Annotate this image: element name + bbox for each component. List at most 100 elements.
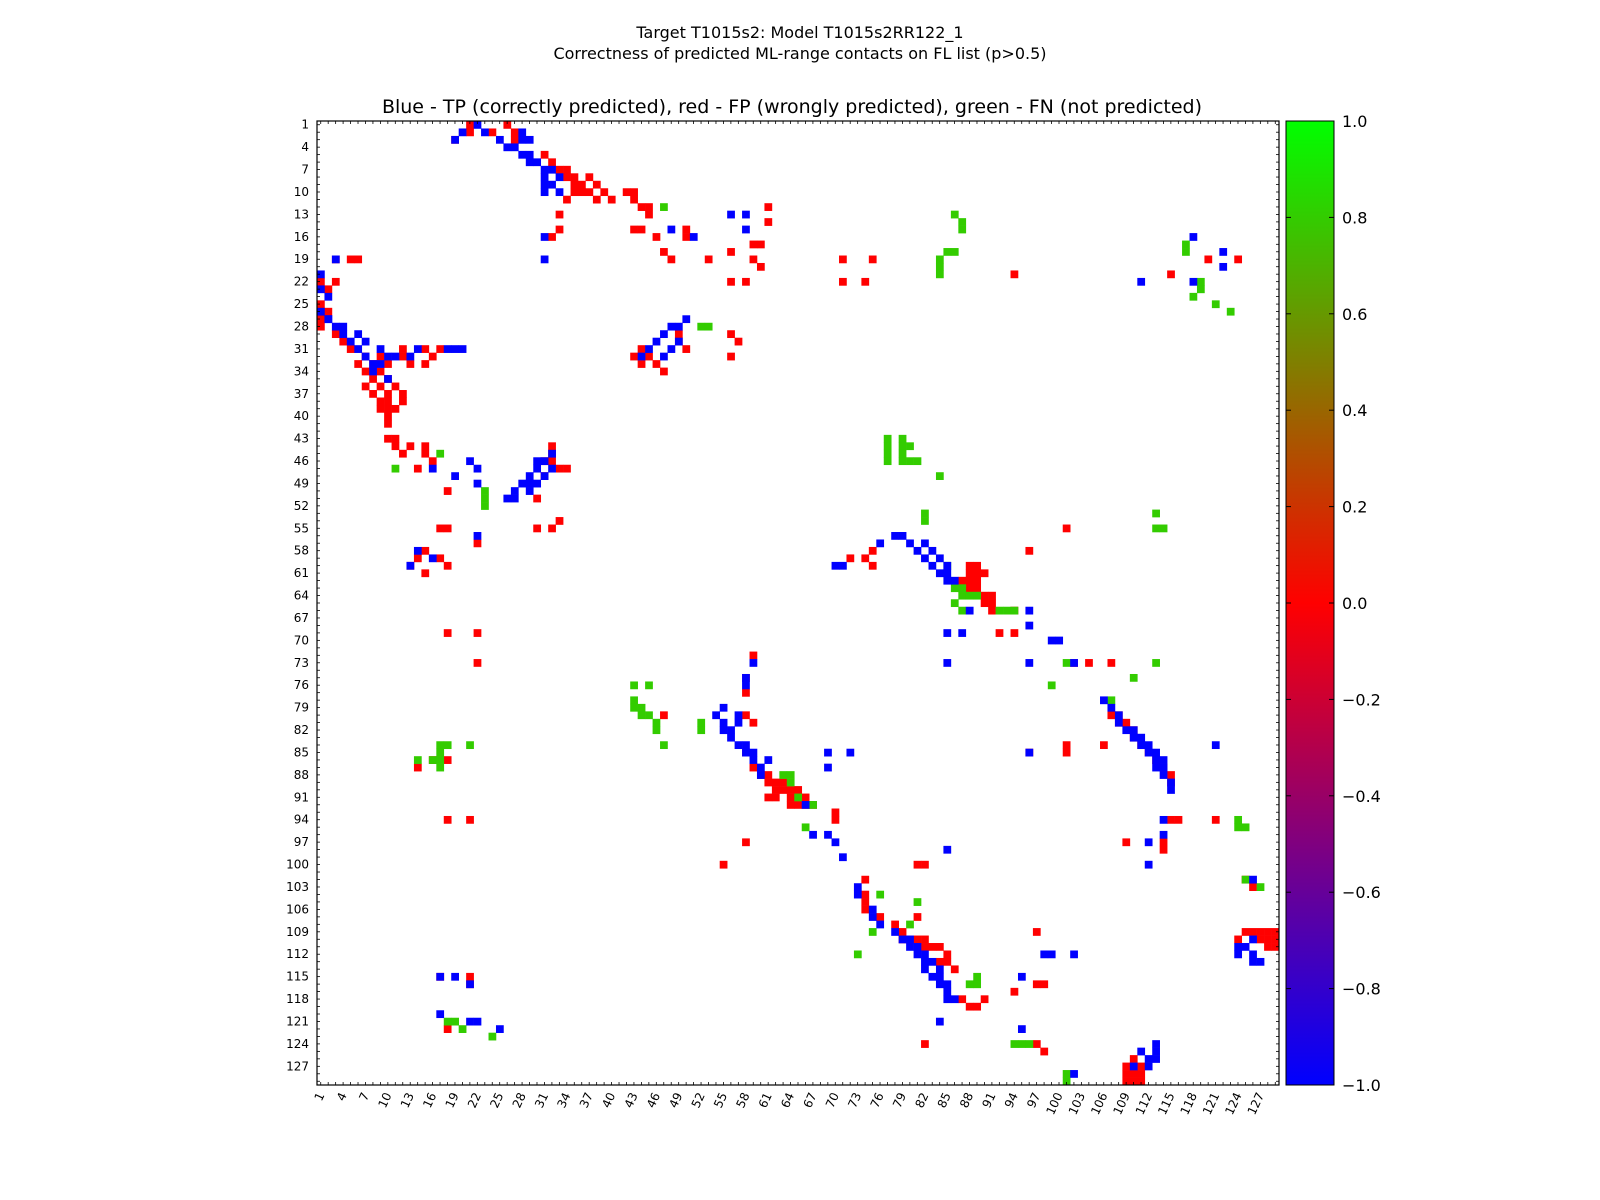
contact-tp-2-28: [518, 128, 527, 137]
contact-tp-69-85: [943, 629, 952, 637]
contact-fn-66-94: [1010, 606, 1019, 615]
contact-cells: [317, 121, 1280, 1086]
contact-fp-62-87: [958, 576, 967, 585]
contact-fn-73-113: [1152, 659, 1160, 667]
contact-fp-15-50: [682, 225, 691, 234]
contact-tp-6-29: [525, 158, 534, 167]
contact-fp-109-128: [1264, 928, 1272, 936]
contact-fp-117-94: [1010, 987, 1019, 996]
contact-tp-76-58: [742, 681, 750, 690]
contact-tp-78-106: [1100, 696, 1108, 705]
contact-fn-79-43: [630, 703, 638, 712]
contact-fn-50-23: [481, 487, 489, 495]
contact-fp-46-32: [548, 457, 556, 466]
contact-fp-55-18: [443, 524, 452, 533]
contact-tp-81-55: [719, 718, 728, 727]
contact-fp-41-10: [384, 419, 392, 428]
contact-fp-111-83: [928, 943, 937, 951]
contact-fp-69-22: [473, 629, 482, 637]
contact-fp-111-128: [1264, 943, 1272, 951]
contact-fp-22-58: [742, 277, 750, 286]
x-tick-label: 22: [465, 1090, 484, 1110]
contact-tp-73-59: [749, 659, 758, 667]
contact-fn-80-45: [645, 711, 653, 720]
contact-fn-43-79: [898, 434, 907, 443]
y-tick-label: 49: [294, 476, 309, 490]
contact-tp-16-118: [1189, 233, 1198, 241]
contact-tp-18-122: [1219, 248, 1228, 256]
y-tick-label: 55: [294, 521, 309, 535]
contact-tp-111-80: [906, 943, 914, 951]
contact-tp-49-29: [525, 479, 534, 488]
contact-fp-9-36: [578, 180, 586, 189]
contact-tp-111-125: [1241, 943, 1250, 951]
contact-fp-39-9: [376, 404, 385, 413]
contact-fn-78-43: [630, 696, 638, 705]
contact-fp-15-33: [555, 225, 564, 234]
y-tick-label: 1: [301, 118, 309, 132]
colorbar-tick-label: −1.0: [1342, 1076, 1381, 1095]
contact-tp-109-78: [891, 928, 899, 936]
contact-fp-64-90: [980, 591, 989, 600]
contact-fn-23-119: [1196, 285, 1205, 294]
contact-fp-31-12: [399, 345, 407, 353]
contact-fp-16-32: [548, 233, 556, 241]
contact-fp-60-75: [868, 561, 877, 570]
contact-fp-25-1: [317, 300, 325, 309]
x-tick-label: 73: [845, 1090, 864, 1110]
contact-fp-112-85: [943, 950, 952, 959]
contact-fp-34-7: [361, 367, 370, 376]
y-tick-label: 52: [294, 499, 309, 513]
y-tick-label: 22: [294, 275, 309, 289]
contact-tp-85-58: [742, 748, 750, 757]
contact-fn-81-46: [652, 718, 661, 727]
contact-fp-110-127: [1256, 935, 1265, 944]
contact-fp-61-15: [421, 569, 430, 578]
contact-fp-10-43: [630, 188, 638, 197]
contact-fp-18-56: [727, 248, 735, 256]
contact-tp-87-60: [756, 763, 765, 772]
contact-fp-22-3: [331, 277, 340, 286]
contact-tp-31-6: [354, 345, 363, 353]
contact-fn-14-87: [958, 218, 967, 226]
contact-fp-59-72: [846, 554, 855, 563]
contact-tp-23-1: [317, 285, 325, 294]
y-tick-label: 94: [294, 813, 309, 827]
contact-fp-91-61: [764, 793, 773, 802]
contact-tp-31-20: [458, 345, 467, 353]
contact-tp-73-102: [1070, 659, 1078, 667]
contact-fn-45-17: [436, 449, 445, 458]
contact-tp-122-95: [1017, 1025, 1026, 1033]
contact-fp-51-30: [533, 494, 542, 503]
contact-tp-60-70: [831, 561, 840, 570]
contact-tp-82-109: [1122, 726, 1131, 735]
contact-fp-22-56: [727, 277, 735, 286]
contact-tp-75-58: [742, 673, 750, 682]
x-tick-label: 25: [487, 1090, 506, 1110]
contact-tp-110-126: [1249, 935, 1257, 944]
contact-tp-73-96: [1025, 659, 1034, 667]
contact-fp-15-44: [637, 225, 646, 234]
contact-fn-64-87: [958, 591, 967, 600]
contact-fp-62-89: [973, 576, 982, 585]
contact-tp-82-55: [719, 726, 728, 735]
y-tick-label: 37: [294, 387, 309, 401]
y-tick-label: 106: [286, 902, 309, 916]
contact-fp-32-43: [630, 352, 638, 361]
contact-fn-64-89: [973, 591, 982, 600]
contact-tp-98-85: [943, 845, 952, 854]
contact-fn-53-113: [1152, 509, 1160, 518]
contact-tp-56-22: [473, 532, 482, 540]
contact-fp-32-56: [727, 352, 735, 361]
contact-tp-88-60: [756, 771, 765, 779]
x-tick-label: 97: [1024, 1090, 1043, 1110]
contact-tp-87-69: [824, 763, 832, 772]
contact-tp-111-81: [913, 943, 922, 951]
contact-fp-11-43: [630, 195, 638, 204]
figure-title-line1: Target T1015s2: Model T1015s2RR122_1: [635, 23, 963, 43]
colorbar-tick-label: 0.0: [1342, 594, 1367, 613]
contact-fp-94-116: [1174, 815, 1183, 824]
y-tick-label: 46: [294, 454, 309, 468]
contact-fp-57-22: [473, 539, 482, 548]
